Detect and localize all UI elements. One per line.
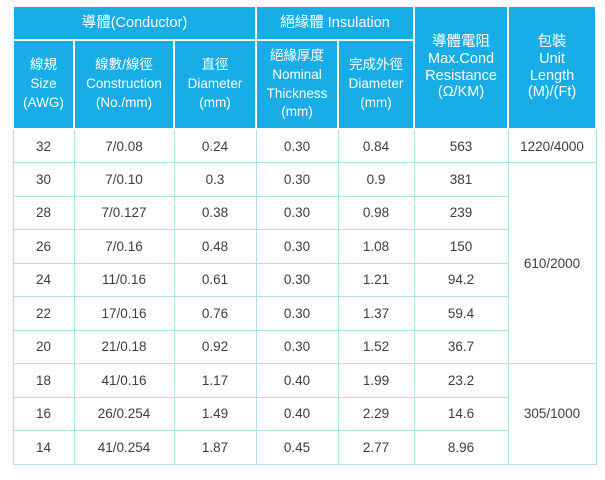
cell-outer-diameter: 1.37 [337,296,415,331]
cell-thickness: 0.30 [255,262,339,297]
cell-resistance: 150 [413,229,509,264]
table-header: 導體(Conductor) 絕緣體 Insulation 導體電阻 Max.Co… [11,5,598,130]
cell-resistance: 8.96 [413,430,509,465]
cell-outer-diameter: 2.29 [337,396,415,431]
cell-size: 14 [12,430,75,465]
cell-diameter: 0.3 [173,162,257,197]
cell-construction: 17/0.16 [73,296,175,331]
cell-construction: 41/0.16 [73,363,175,398]
table-row: 22 17/0.16 0.76 0.30 1.37 59.4 [12,296,596,331]
cell-thickness: 0.30 [255,296,339,331]
cell-size: 18 [12,363,75,398]
col-header-diameter: 直徑 Diameter (mm) [172,39,258,130]
group-header-row: 導體(Conductor) 絕緣體 Insulation 導體電阻 Max.Co… [11,5,598,130]
cell-outer-diameter: 1.52 [337,329,415,364]
cell-construction: 7/0.127 [73,195,175,230]
cell-construction: 7/0.08 [73,128,175,163]
cell-outer-diameter: 0.9 [337,162,415,197]
cell-construction: 21/0.18 [73,329,175,364]
cell-outer-diameter: 0.98 [337,195,415,230]
cell-size: 32 [12,128,75,163]
table-row: 30 7/0.10 0.3 0.30 0.9 381 610/2000 [12,162,597,364]
group-header-insulation: 絕緣體 Insulation [255,5,416,41]
cell-size: 28 [12,195,75,230]
cell-thickness: 0.30 [255,162,339,197]
col-header-resistance: 導體電阻 Max.Cond Resistance (Ω/KM) [413,5,510,130]
cell-unit-length: 305/1000 [507,363,597,465]
group-header-conductor: 導體(Conductor) [11,5,258,41]
cell-unit-length: 1220/4000 [507,128,597,163]
cell-outer-diameter: 1.08 [337,229,415,264]
wire-spec-table: 導體(Conductor) 絕緣體 Insulation 導體電阻 Max.Co… [11,5,598,465]
cell-size: 30 [12,162,75,197]
cell-thickness: 0.40 [255,396,339,431]
table-row: 24 11/0.16 0.61 0.30 1.21 94.2 [12,262,596,297]
cell-construction: 7/0.10 [73,162,175,197]
cell-outer-diameter: 1.21 [337,262,415,297]
cell-construction: 26/0.254 [73,396,175,431]
cell-outer-diameter: 0.84 [337,128,415,163]
cell-construction: 7/0.16 [73,229,175,264]
cell-size: 26 [12,229,75,264]
table-row: 20 21/0.18 0.92 0.30 1.52 36.7 [12,329,596,364]
cell-diameter: 0.92 [173,329,257,364]
cell-diameter: 0.76 [173,296,257,331]
cell-diameter: 0.24 [173,128,257,163]
cell-resistance: 14.6 [413,396,509,431]
cell-size: 24 [12,262,75,297]
table-row: 18 41/0.16 1.17 0.40 1.99 23.2 305/1000 [12,363,597,465]
cell-resistance: 23.2 [413,363,509,398]
table-row: 26 7/0.16 0.48 0.30 1.08 150 [12,229,596,264]
cell-thickness: 0.30 [255,128,339,163]
cell-size: 16 [12,396,75,431]
cell-resistance: 59.4 [413,296,509,331]
cell-thickness: 0.45 [255,430,339,465]
table-row: 16 26/0.254 1.49 0.40 2.29 14.6 [12,396,596,431]
cell-thickness: 0.30 [255,195,339,230]
cell-thickness: 0.30 [255,329,339,364]
cell-resistance: 563 [413,128,509,163]
cell-construction: 41/0.254 [73,430,175,465]
cell-resistance: 381 [413,162,509,197]
cell-diameter: 1.49 [173,396,257,431]
cell-diameter: 0.38 [173,195,257,230]
cell-outer-diameter: 2.77 [337,430,415,465]
cell-diameter: 0.48 [173,229,257,264]
table-row: 32 7/0.08 0.24 0.30 0.84 563 1220/4000 [12,128,597,163]
cell-diameter: 1.87 [173,430,257,465]
cell-diameter: 1.17 [173,363,257,398]
cell-resistance: 239 [413,195,509,230]
sub-header-row: 線規 Size (AWG) 線數/線徑 Construction (No./mm… [12,39,596,130]
cell-outer-diameter: 1.99 [337,363,415,398]
cell-construction: 11/0.16 [73,262,175,297]
col-header-construction: 線數/線徑 Construction (No./mm) [73,39,175,130]
table-body: 32 7/0.08 0.24 0.30 0.84 563 1220/4000 3… [12,128,597,465]
cell-diameter: 0.61 [173,262,257,297]
cell-unit-length: 610/2000 [507,162,597,364]
cell-resistance: 36.7 [413,329,509,364]
cell-resistance: 94.2 [413,262,509,297]
cell-size: 20 [12,329,75,364]
col-header-unit-length: 包裝 Unit Length (M)/(Ft) [507,5,598,130]
col-header-outer-diameter: 完成外徑 Diameter (mm) [337,39,416,130]
cell-thickness: 0.30 [255,229,339,264]
col-header-thickness: 絕緣厚度 Nominal Thickness (mm) [255,39,340,130]
cell-thickness: 0.40 [255,363,339,398]
cell-size: 22 [12,296,75,331]
col-header-size: 線規 Size (AWG) [12,39,75,130]
table-row: 14 41/0.254 1.87 0.45 2.77 8.96 [12,430,596,465]
